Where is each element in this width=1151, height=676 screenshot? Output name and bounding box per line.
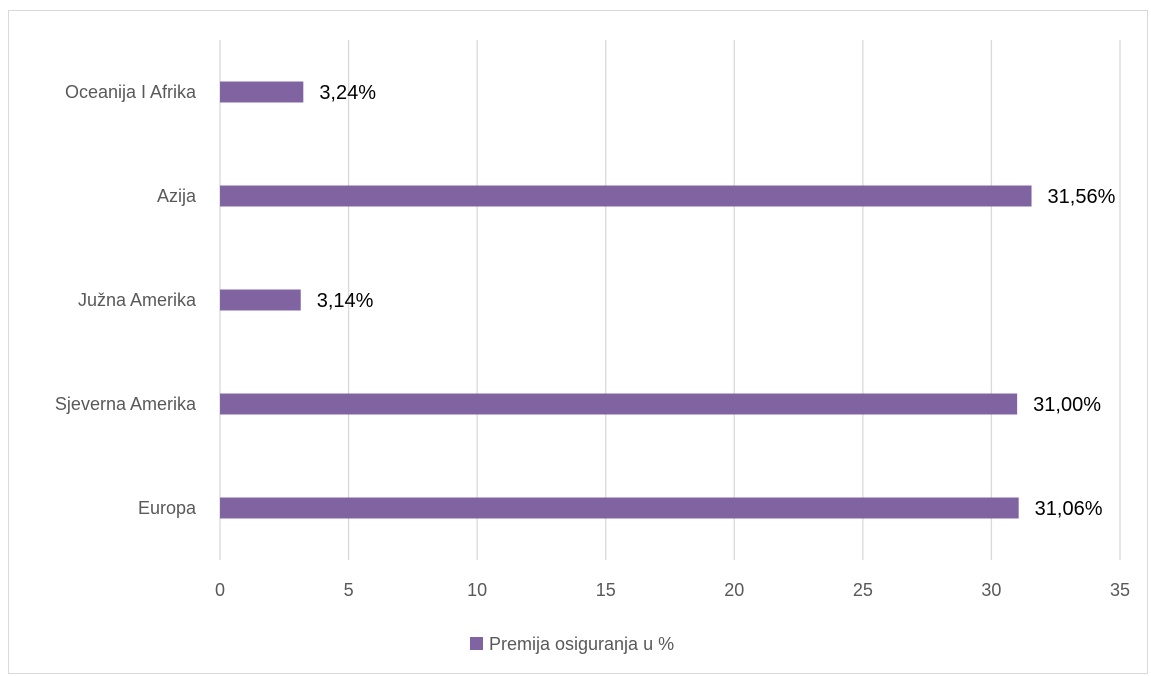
category-label: Europa bbox=[138, 498, 197, 518]
data-label: 31,00% bbox=[1033, 394, 1101, 416]
legend-label: Premija osiguranja u % bbox=[489, 634, 674, 654]
category-labels: Oceanija I Afrika Azija Južna Amerika Sjeve… bbox=[55, 82, 197, 518]
category-label: Južna Amerika bbox=[78, 290, 197, 310]
x-tick-label: 35 bbox=[1110, 580, 1130, 600]
x-tick-label: 0 bbox=[215, 580, 225, 600]
x-tick-label: 30 bbox=[981, 580, 1001, 600]
x-tick-label: 10 bbox=[467, 580, 487, 600]
bar bbox=[220, 81, 304, 103]
data-label: 31,56% bbox=[1048, 186, 1116, 208]
bar bbox=[220, 185, 1032, 207]
x-tick-labels: 0 5 10 15 20 25 30 35 bbox=[215, 580, 1130, 600]
gridlines bbox=[219, 40, 1121, 560]
bars bbox=[220, 81, 1032, 519]
x-tick-label: 25 bbox=[853, 580, 873, 600]
x-tick-label: 20 bbox=[724, 580, 744, 600]
x-tick-label: 15 bbox=[596, 580, 616, 600]
data-label: 3,24% bbox=[319, 82, 376, 104]
bar bbox=[220, 497, 1019, 519]
bar bbox=[220, 289, 301, 311]
data-labels: 3,24% 31,56% 3,14% 31,00% 31,06% bbox=[317, 82, 1116, 520]
legend-swatch bbox=[470, 637, 483, 650]
category-label: Sjeverna Amerika bbox=[55, 394, 197, 414]
x-tick-label: 5 bbox=[344, 580, 354, 600]
data-label: 31,06% bbox=[1035, 498, 1103, 520]
category-label: Oceanija I Afrika bbox=[65, 82, 197, 102]
legend: Premija osiguranja u % bbox=[470, 634, 674, 654]
data-label: 3,14% bbox=[317, 290, 374, 312]
bar bbox=[220, 393, 1018, 415]
chart-frame bbox=[8, 10, 1148, 674]
category-label: Azija bbox=[157, 186, 197, 206]
